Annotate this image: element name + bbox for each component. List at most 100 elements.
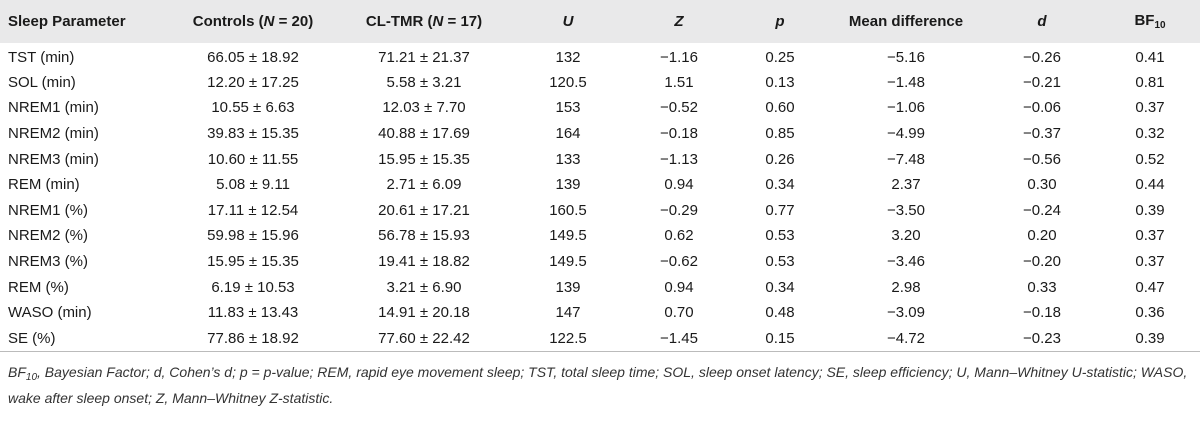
cell-mean-difference: −1.48 [887, 73, 925, 91]
cell-parameter: NREM3 (min) [8, 150, 99, 168]
cell-cltmr: 19.41 ± 18.82 [378, 253, 470, 271]
cell-bf10: 0.32 [1135, 125, 1165, 143]
cell-controls: 17.11 ± 12.54 [207, 201, 299, 219]
header-cltmr-n: N [432, 13, 444, 30]
header-d: d [984, 0, 1100, 45]
results-table-container: Sleep Parameter Controls (N = 20) CL-TMR… [0, 0, 1200, 406]
cell-bf10: 0.52 [1135, 150, 1165, 168]
footnote-bf-base: BF [8, 363, 26, 380]
cell-z: −0.62 [660, 253, 698, 271]
cell-u: 133 [555, 150, 581, 168]
cell-bf10: 0.44 [1135, 176, 1165, 194]
table-row: NREM3 (min) 10.60 ± 11.55 15.95 ± 15.35 133… [0, 146, 1200, 172]
cell-parameter: REM (min) [8, 176, 80, 194]
cell-p: 0.13 [765, 73, 795, 91]
table-row: NREM1 (min) 10.55 ± 6.63 12.03 ± 7.70 153 −0… [0, 95, 1200, 121]
cell-mean-difference: −5.16 [887, 48, 925, 66]
header-controls-post: = 20) [274, 13, 314, 30]
cell-p: 0.48 [765, 304, 795, 322]
cell-z: −0.29 [660, 201, 698, 219]
cell-controls: 11.83 ± 13.43 [207, 304, 299, 322]
header-cltmr-pre: CL-TMR ( [365, 13, 433, 30]
cell-bf10: 0.47 [1135, 278, 1165, 296]
cell-u: 122.5 [549, 329, 587, 347]
footnote-text: , Bayesian Factor; d, Cohen’s d; p = p-v… [8, 363, 1188, 406]
cell-controls: 10.55 ± 6.63 [211, 99, 295, 117]
cell-controls: 59.98 ± 15.96 [207, 227, 299, 245]
cell-parameter: NREM3 (%) [8, 253, 89, 271]
cell-cltmr: 20.61 ± 17.21 [378, 201, 470, 219]
cell-mean-difference: −3.46 [887, 253, 925, 271]
cell-mean-difference: −4.99 [887, 125, 925, 143]
cell-cltmr: 5.58 ± 3.21 [386, 73, 462, 91]
cell-d: −0.18 [1023, 304, 1061, 322]
cell-p: 0.15 [765, 329, 795, 347]
cell-d: −0.23 [1023, 329, 1061, 347]
cell-mean-difference: −3.50 [887, 201, 925, 219]
cell-z: −0.52 [660, 99, 698, 117]
cell-controls: 39.83 ± 15.35 [207, 125, 299, 143]
cell-controls: 66.05 ± 18.92 [207, 48, 299, 66]
cell-z: −0.18 [660, 125, 698, 143]
cell-bf10: 0.39 [1135, 329, 1165, 347]
footnote-bf-sub: 10 [25, 371, 38, 383]
cell-parameter: NREM1 (min) [8, 99, 99, 117]
cell-p: 0.34 [765, 278, 795, 296]
header-mean-difference: Mean difference [828, 0, 984, 45]
cell-z: 1.51 [664, 73, 694, 91]
table-row: TST (min) 66.05 ± 18.92 71.21 ± 21.37 132 −1… [0, 44, 1200, 70]
cell-cltmr: 2.71 ± 6.09 [386, 176, 462, 194]
cell-u: 164 [555, 125, 581, 143]
cell-controls: 10.60 ± 11.55 [207, 150, 299, 168]
header-row: Sleep Parameter Controls (N = 20) CL-TMR… [0, 0, 1200, 45]
cell-cltmr: 56.78 ± 15.93 [378, 227, 470, 245]
cell-cltmr: 77.60 ± 22.42 [378, 329, 470, 347]
cell-p: 0.60 [765, 99, 795, 117]
cell-d: −0.56 [1023, 150, 1061, 168]
cell-bf10: 0.39 [1135, 201, 1165, 219]
cell-parameter: SE (%) [8, 329, 56, 347]
cell-u: 147 [555, 304, 581, 322]
header-cltmr-post: = 17) [443, 13, 483, 30]
cell-z: 0.94 [664, 278, 694, 296]
cell-p: 0.53 [765, 253, 795, 271]
cell-p: 0.25 [765, 48, 795, 66]
table-body: TST (min) 66.05 ± 18.92 71.21 ± 21.37 132 −1… [0, 44, 1200, 352]
header-controls-pre: Controls ( [192, 13, 264, 30]
header-bf-sub: 10 [1154, 20, 1166, 31]
cell-u: 149.5 [549, 253, 587, 271]
cell-parameter: TST (min) [8, 48, 75, 66]
cell-controls: 5.08 ± 9.11 [216, 176, 290, 194]
cell-u: 120.5 [549, 73, 587, 91]
cell-cltmr: 40.88 ± 17.69 [378, 125, 470, 143]
cell-bf10: 0.37 [1135, 99, 1165, 117]
cell-mean-difference: −3.09 [887, 304, 925, 322]
cell-cltmr: 71.21 ± 21.37 [378, 48, 470, 66]
cell-p: 0.26 [765, 150, 795, 168]
cell-u: 132 [555, 48, 581, 66]
cell-parameter: NREM2 (min) [8, 125, 99, 143]
table-row: REM (%) 6.19 ± 10.53 3.21 ± 6.90 139 0.94 0.3… [0, 274, 1200, 300]
header-bf10: BF10 [1100, 0, 1200, 45]
table-header: Sleep Parameter Controls (N = 20) CL-TMR… [0, 0, 1200, 45]
header-p: p [732, 0, 828, 45]
cell-controls: 12.20 ± 17.25 [207, 73, 299, 91]
cell-d: 0.20 [1027, 227, 1057, 245]
cell-p: 0.53 [765, 227, 795, 245]
cell-d: −0.20 [1023, 253, 1061, 271]
header-cltmr: CL-TMR (N = 17) [338, 0, 510, 45]
cell-z: 0.94 [664, 176, 694, 194]
table-row: NREM2 (min) 39.83 ± 15.35 40.88 ± 17.69 164… [0, 121, 1200, 147]
cell-p: 0.77 [765, 201, 795, 219]
cell-controls: 77.86 ± 18.92 [207, 329, 299, 347]
cell-u: 139 [555, 278, 581, 296]
cell-parameter: NREM2 (%) [8, 227, 89, 245]
cell-d: −0.21 [1023, 73, 1061, 91]
cell-mean-difference: 2.98 [891, 278, 921, 296]
cell-bf10: 0.81 [1135, 73, 1165, 91]
cell-u: 160.5 [549, 201, 587, 219]
sleep-parameters-table: Sleep Parameter Controls (N = 20) CL-TMR… [0, 0, 1200, 352]
cell-z: −1.16 [660, 48, 698, 66]
table-row: REM (min) 5.08 ± 9.11 2.71 ± 6.09 139 0.94 0.… [0, 172, 1200, 198]
cell-cltmr: 3.21 ± 6.90 [386, 278, 462, 296]
